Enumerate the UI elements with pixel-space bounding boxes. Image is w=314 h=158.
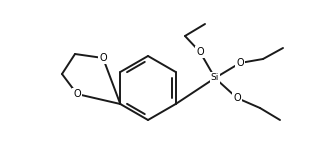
Text: O: O xyxy=(99,53,107,63)
Text: O: O xyxy=(233,93,241,103)
Text: O: O xyxy=(73,89,81,99)
Text: O: O xyxy=(196,47,204,57)
Text: Si: Si xyxy=(211,73,219,82)
Text: O: O xyxy=(236,58,244,68)
